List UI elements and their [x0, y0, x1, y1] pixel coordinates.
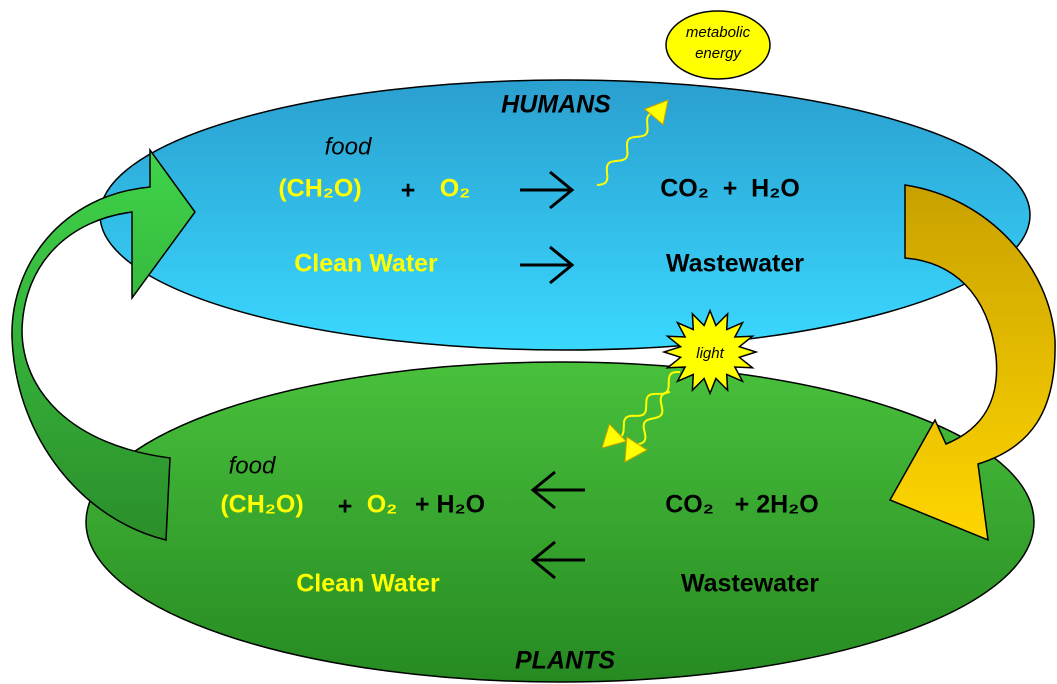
water: + H₂O [415, 491, 485, 519]
wastewater: Wastewater [666, 250, 804, 278]
left-cycle-arrow [12, 150, 195, 540]
food-label: food [229, 452, 276, 479]
clean-water: Clean Water [294, 250, 438, 278]
plus: + [401, 177, 416, 205]
reactants: CO₂ + 2H₂O [665, 491, 819, 519]
plus: + [338, 493, 353, 521]
humans-ellipse [100, 80, 1030, 350]
products: CO₂ + H₂O [660, 175, 800, 203]
energy-label: energy [695, 45, 742, 62]
humans-label: HUMANS [501, 91, 611, 119]
right-cycle-arrow [890, 185, 1055, 540]
product: (CH₂O) [220, 491, 303, 519]
plants-label: PLANTS [515, 647, 615, 675]
reactant: (CH₂O) [278, 175, 361, 203]
oxygen: O₂ [440, 175, 471, 203]
energy-label: metabolic [686, 24, 751, 41]
food-label: food [325, 133, 372, 160]
plants-ellipse [86, 362, 1034, 682]
oxygen: O₂ [367, 491, 398, 519]
light-label: light [696, 345, 724, 362]
wastewater: Wastewater [681, 570, 819, 598]
diagram: metabolic energy light HUMANS food (CH₂O… [0, 0, 1057, 684]
clean-water: Clean Water [296, 570, 440, 598]
